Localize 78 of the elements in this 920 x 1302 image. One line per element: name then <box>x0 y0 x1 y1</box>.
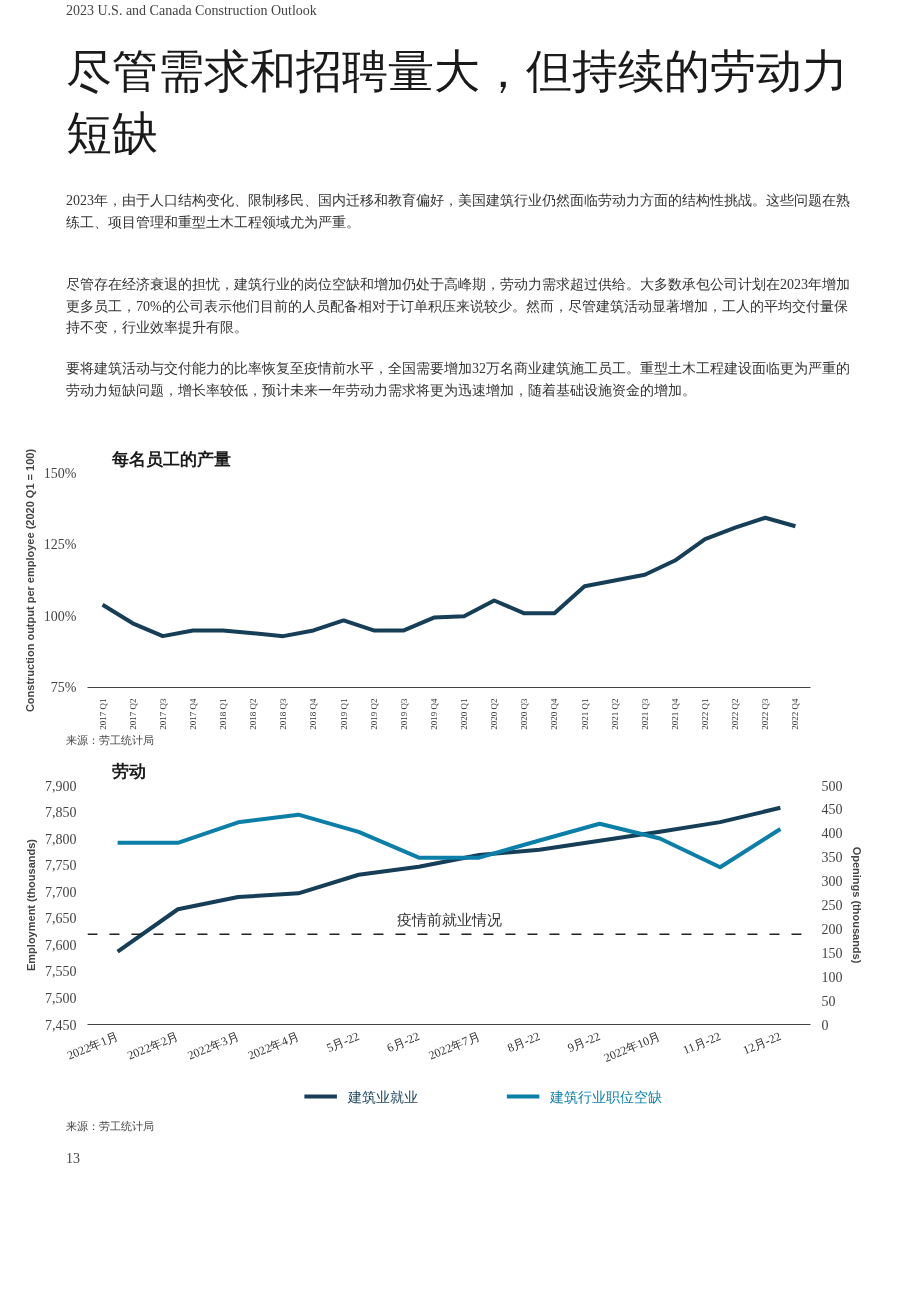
line-series <box>115 805 783 954</box>
y2-tick-label: 200 <box>821 921 843 937</box>
x-tick-label: 2019 Q2 <box>368 698 379 730</box>
x-tick-label: 2020 Q2 <box>489 698 500 730</box>
y2-tick-label: 500 <box>821 778 843 794</box>
x-tick-label: 2021 Q1 <box>579 698 590 730</box>
x-tick-label: 2017 Q1 <box>97 698 108 730</box>
legend-label: 建筑业就业 <box>346 1088 418 1105</box>
x-tick-label: 2018 Q1 <box>218 698 229 730</box>
y2-tick-label: 50 <box>821 993 836 1009</box>
text: 2023 U.S. and Canada Construction Outlook <box>66 2 317 20</box>
y-tick-label: 125% <box>43 537 77 553</box>
y-tick-label: 7,650 <box>45 911 77 927</box>
x-tick-label: 2022年7月 <box>426 1029 482 1063</box>
text: 2023年，由于人口结构变化、限制移民、国内迁移和教育偏好，美国建筑行业仍然面临劳动力方面的结构性挑战。这些问题在熟练工、项目管理和重型土木工程领域尤为严重。 <box>66 192 851 232</box>
text: 要将建筑活动与交付能力的比率恢复至疫情前水平，全国需要增加32万名商业建筑施工员工。重型土木工程建设面临更为严重的劳动力短缺问题，增长率较低，预计未来一年劳动力需求将更为迅速增加，随着基础设施资金的增加。 <box>66 360 851 400</box>
x-tick-label: 5月-22 <box>324 1029 362 1055</box>
y2-tick-label: 450 <box>821 802 843 818</box>
y-tick-label: 7,750 <box>45 858 77 874</box>
x-tick-label: 9月-22 <box>565 1029 603 1055</box>
x-tick-label: 2022年3月 <box>185 1029 241 1063</box>
y-axis-title: Construction output per employee (2020 Q1 = 100) <box>23 448 36 713</box>
x-tick-label: 2021 Q4 <box>669 698 680 730</box>
x-tick-label: 2022年2月 <box>125 1029 181 1063</box>
y2-axis-title: Openings (thousands) <box>850 846 863 964</box>
y-tick-label: 75% <box>50 680 77 695</box>
x-tick-label: 2019 Q4 <box>428 698 439 730</box>
x-tick-label: 2022年10月 <box>601 1029 663 1065</box>
ref-line-label: 疫情前就业情况 <box>396 911 502 929</box>
line-series <box>115 812 783 870</box>
x-tick-label: 2021 Q2 <box>609 698 620 730</box>
x-tick-label: 2018 Q3 <box>278 698 289 730</box>
text: 尽管存在经济衰退的担忧，建筑行业的岗位空缺和增加仍处于高峰期，劳动力需求超过供给。大多数承包公司计划在2023年增加更多员工，70%的公司表示他们目前的人员配备相对于订单积压来说较少。然而，尽管建筑活动显著增加，工人的平均交付量保持不变，行业效率提升有限。 <box>66 276 851 338</box>
y2-tick-label: 100 <box>821 969 843 985</box>
y-axis-title: Employment (thousands) <box>25 838 37 971</box>
y2-tick-label: 150 <box>821 945 843 961</box>
y2-tick-label: 0 <box>821 1017 829 1033</box>
x-tick-label: 2018 Q4 <box>308 698 319 730</box>
x-tick-label: 2018 Q2 <box>248 698 259 730</box>
line-series <box>100 515 798 639</box>
y-tick-label: 100% <box>43 608 77 624</box>
y-tick-label: 7,800 <box>45 831 77 847</box>
x-tick-label: 2017 Q4 <box>187 698 198 730</box>
y2-tick-label: 350 <box>821 850 843 866</box>
chart-title: 劳动 <box>111 761 146 781</box>
y-tick-label: 7,600 <box>45 937 77 953</box>
y-tick-label: 7,550 <box>45 964 77 980</box>
text: 13 <box>66 1150 80 1168</box>
y2-tick-label: 400 <box>821 826 843 842</box>
x-tick-label: 2020 Q3 <box>519 698 530 730</box>
x-tick-label: 2021 Q3 <box>639 698 650 730</box>
x-tick-label: 6月-22 <box>384 1029 422 1055</box>
x-tick-label: 2022 Q4 <box>790 698 801 730</box>
x-tick-label: 2022 Q2 <box>730 698 741 730</box>
x-tick-label: 11月-22 <box>680 1029 723 1058</box>
x-tick-label: 2019 Q3 <box>398 698 409 730</box>
y-tick-label: 7,850 <box>45 805 77 821</box>
x-tick-label: 2020 Q1 <box>459 698 470 730</box>
legend-label: 建筑行业职位空缺 <box>549 1088 663 1105</box>
x-tick-label: 2017 Q3 <box>157 698 168 730</box>
x-tick-label: 2022 Q1 <box>700 698 711 730</box>
y-tick-label: 7,900 <box>45 778 77 794</box>
y2-tick-label: 250 <box>821 898 843 913</box>
y2-tick-label: 300 <box>821 874 843 890</box>
y-tick-label: 150% <box>43 466 77 481</box>
y-tick-label: 7,700 <box>45 884 77 900</box>
source-note: 来源：劳工统计局 <box>66 1119 154 1134</box>
y-tick-label: 7,500 <box>45 990 77 1006</box>
chart-title: 每名员工的产量 <box>110 449 231 469</box>
x-tick-label: 2022 Q3 <box>760 698 771 730</box>
x-tick-label: 2022年4月 <box>245 1029 302 1063</box>
x-tick-label: 8月-22 <box>505 1029 543 1055</box>
source-note: 来源：劳工统计局 <box>66 733 154 748</box>
x-tick-label: 12月-22 <box>740 1029 784 1058</box>
x-tick-label: 2020 Q4 <box>549 698 560 730</box>
text: 尽管需求和招聘量大，但持续的劳动力短缺 <box>66 44 849 162</box>
x-tick-label: 2017 Q2 <box>127 698 138 730</box>
x-tick-label: 2019 Q1 <box>338 698 349 730</box>
